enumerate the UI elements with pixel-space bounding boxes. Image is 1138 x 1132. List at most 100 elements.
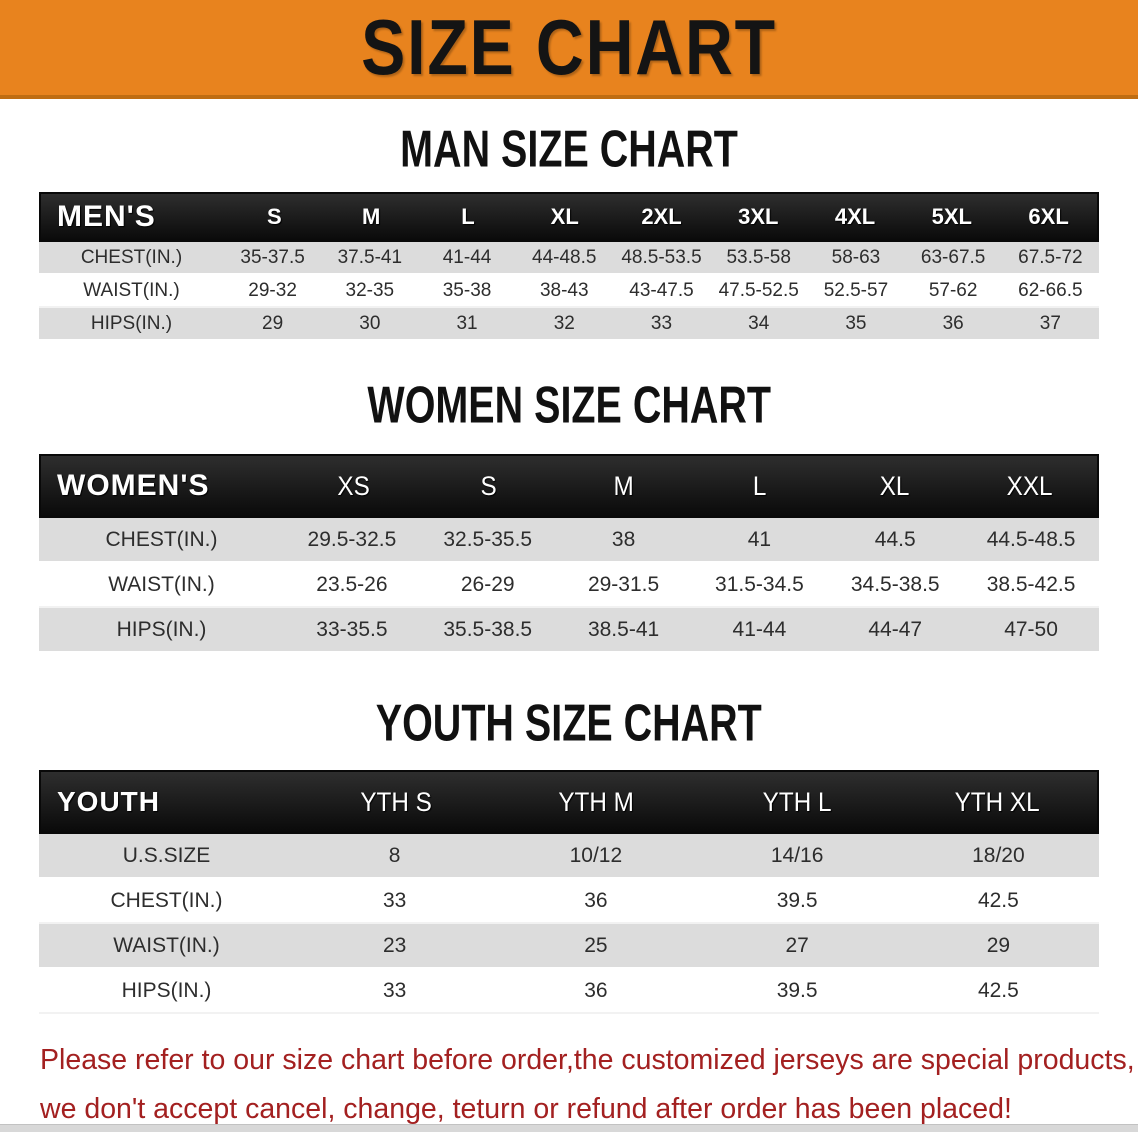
row-label: HIPS(IN.) xyxy=(116,617,207,641)
women-size-table: WOMEN'S XS S M L XL XXL CHEST(IN.) 29.5-32.5 32.… xyxy=(39,454,1099,653)
size-value: 23 xyxy=(382,933,407,957)
size-value: 63-67.5 xyxy=(920,246,986,268)
size-value: 29-32 xyxy=(248,279,297,301)
table-header-label: MEN'S xyxy=(57,200,156,233)
size-value: 32.5-35.5 xyxy=(443,527,533,551)
size-value: 27 xyxy=(785,933,809,957)
size-value: 29.5-32.5 xyxy=(307,527,397,551)
size-value: 33-35.5 xyxy=(316,617,388,641)
size-value: 41-44 xyxy=(442,246,492,268)
size-column-header: XS xyxy=(337,470,370,501)
size-value: 43-47.5 xyxy=(629,279,694,301)
size-value: 52.5-57 xyxy=(823,279,889,301)
man-section-heading-text: MAN SIZE CHART xyxy=(400,119,738,178)
size-value: 29 xyxy=(262,312,284,334)
size-value: 32-35 xyxy=(345,279,395,301)
table-row: U.S.SIZE 8 10/12 14/16 18/20 xyxy=(39,834,1099,879)
disclaimer-text: Please refer to our size chart before or… xyxy=(40,1036,1138,1132)
size-value: 48.5-53.5 xyxy=(621,246,702,268)
size-column-header: YTH XL xyxy=(954,786,1040,817)
women-section-heading-text: WOMEN SIZE CHART xyxy=(367,375,771,434)
size-value: 29-31.5 xyxy=(587,572,660,596)
table-row: WAIST(IN.) 29-32 32-35 35-38 38-43 43-47.5 47.… xyxy=(39,275,1099,308)
table-row: CHEST(IN.) 33 36 39.5 42.5 xyxy=(39,879,1099,924)
row-label: CHEST(IN.) xyxy=(80,246,183,268)
size-value: 44-47 xyxy=(868,617,923,641)
size-value: 42.5 xyxy=(977,978,1019,1002)
women-section-heading: WOMEN SIZE CHART xyxy=(0,375,1138,434)
women-table-header-row: WOMEN'S XS S M L XL XXL xyxy=(39,454,1099,518)
size-column-header: 2XL xyxy=(641,204,682,229)
size-value: 57-62 xyxy=(928,279,978,301)
size-value: 58-63 xyxy=(831,246,881,268)
size-value: 33 xyxy=(650,312,673,334)
row-label: CHEST(IN.) xyxy=(105,527,218,551)
size-column-header: 5XL xyxy=(931,204,972,229)
size-value: 41 xyxy=(747,527,772,551)
men-size-table: MEN'S S M L XL 2XL 3XL 4XL 5XL 6XL CHEST(IN.) 35-3… xyxy=(39,192,1099,341)
size-value: 32 xyxy=(553,312,575,334)
row-label: WAIST(IN.) xyxy=(108,572,215,596)
size-value: 36 xyxy=(584,978,608,1002)
youth-section-heading: YOUTH SIZE CHART xyxy=(0,697,1138,749)
size-value: 36 xyxy=(942,312,964,334)
size-value: 38.5-41 xyxy=(587,617,660,641)
size-value: 34 xyxy=(748,312,770,334)
table-header-label: YOUTH xyxy=(57,786,160,817)
size-value: 35 xyxy=(845,312,867,334)
youth-table-header-row: YOUTH YTH S YTH M YTH L YTH XL xyxy=(39,770,1099,834)
man-section-heading: MAN SIZE CHART xyxy=(0,119,1138,178)
size-column-header: XXL xyxy=(1006,470,1053,501)
size-value: 33 xyxy=(382,978,407,1002)
table-row: CHEST(IN.) 35-37.5 37.5-41 41-44 44-48.5 48.5… xyxy=(39,242,1099,275)
table-row: HIPS(IN.) 33-35.5 35.5-38.5 38.5-41 41-44 44-… xyxy=(39,608,1099,653)
men-table-header-row: MEN'S S M L XL 2XL 3XL 4XL 5XL 6XL xyxy=(39,192,1099,242)
size-value: 44.5-48.5 xyxy=(986,527,1076,551)
size-value: 39.5 xyxy=(776,978,818,1002)
size-value: 37 xyxy=(1039,312,1061,334)
size-column-header: M xyxy=(361,204,381,229)
size-value: 10/12 xyxy=(569,843,623,867)
table-row: HIPS(IN.) 29 30 31 32 33 34 35 36 37 xyxy=(39,308,1099,341)
size-column-header: YTH L xyxy=(762,786,832,817)
youth-size-table: YOUTH YTH S YTH M YTH L YTH XL U.S.SIZE 8 10/1… xyxy=(39,770,1099,1014)
size-column-header: 6XL xyxy=(1028,204,1069,229)
size-value: 44-48.5 xyxy=(532,246,597,268)
size-value: 31.5-34.5 xyxy=(715,572,804,596)
banner-title: SIZE CHART xyxy=(361,4,777,91)
row-label: HIPS(IN.) xyxy=(90,312,173,334)
row-label: WAIST(IN.) xyxy=(83,279,180,301)
size-column-header: M xyxy=(613,470,635,501)
row-label: CHEST(IN.) xyxy=(110,888,223,912)
size-column-header: XL xyxy=(550,204,579,229)
table-row: WAIST(IN.) 23.5-26 26-29 29-31.5 31.5-34.5 34… xyxy=(39,563,1099,608)
row-label: HIPS(IN.) xyxy=(121,978,212,1002)
size-value: 36 xyxy=(584,888,608,912)
size-value: 18/20 xyxy=(972,843,1025,867)
size-value: 14/16 xyxy=(770,843,824,867)
size-value: 42.5 xyxy=(977,888,1019,912)
size-value: 67.5-72 xyxy=(1018,246,1083,268)
size-value: 47.5-52.5 xyxy=(718,279,799,301)
size-value: 8 xyxy=(388,843,401,867)
size-value: 23.5-26 xyxy=(316,572,388,596)
size-column-header: YTH S xyxy=(360,786,432,817)
size-value: 33 xyxy=(382,888,407,912)
row-label: WAIST(IN.) xyxy=(113,933,220,957)
size-value: 44.5 xyxy=(874,527,916,551)
disclaimer-line-1: Please refer to our size chart before or… xyxy=(40,1044,1135,1076)
table-row: CHEST(IN.) 29.5-32.5 32.5-35.5 38 41 44.5 44.5… xyxy=(39,518,1099,563)
size-value: 53.5-58 xyxy=(726,246,791,268)
size-value: 29 xyxy=(986,933,1011,957)
row-label: U.S.SIZE xyxy=(122,843,211,867)
bottom-edge-strip xyxy=(0,1124,1138,1132)
size-value: 39.5 xyxy=(776,888,818,912)
size-column-header: YTH M xyxy=(558,786,635,817)
size-value: 31 xyxy=(456,312,478,334)
size-value: 38-43 xyxy=(539,279,589,301)
size-value: 35-37.5 xyxy=(240,246,305,268)
size-value: 35-38 xyxy=(442,279,492,301)
table-row: WAIST(IN.) 23 25 27 29 xyxy=(39,924,1099,969)
size-column-header: S xyxy=(267,204,282,229)
size-column-header: XL xyxy=(879,470,910,501)
